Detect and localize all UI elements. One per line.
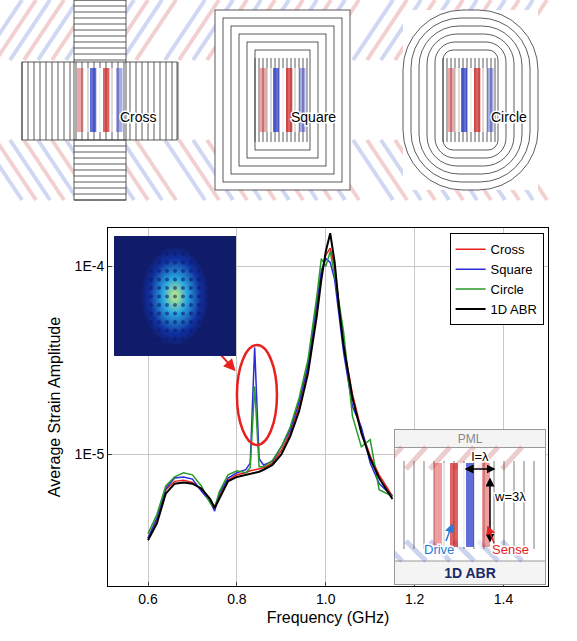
svg-text:Cross: Cross [491,242,525,257]
svg-text:Circle: Circle [491,109,527,125]
svg-text:w=3λ: w=3λ [494,489,526,504]
svg-text:Cross: Cross [120,109,157,125]
svg-text:Frequency (GHz): Frequency (GHz) [267,609,390,626]
svg-text:Average Strain Amplitude: Average Strain Amplitude [46,317,63,497]
svg-text:1.0: 1.0 [316,591,336,607]
svg-text:l=λ: l=λ [472,449,489,464]
svg-text:1.4: 1.4 [494,591,514,607]
svg-text:Square: Square [291,109,336,125]
svg-text:Square: Square [491,262,533,277]
svg-text:0.8: 0.8 [227,591,247,607]
svg-text:1D ABR: 1D ABR [444,565,496,581]
svg-text:1E-4: 1E-4 [75,258,105,274]
svg-text:1E-5: 1E-5 [75,446,105,462]
svg-text:1D ABR: 1D ABR [491,302,537,317]
svg-text:1.2: 1.2 [405,591,425,607]
svg-text:0.6: 0.6 [138,591,158,607]
svg-text:Circle: Circle [491,282,524,297]
svg-text:Drive: Drive [424,542,454,557]
svg-text:PML: PML [458,432,483,446]
svg-text:Sense: Sense [492,542,529,557]
